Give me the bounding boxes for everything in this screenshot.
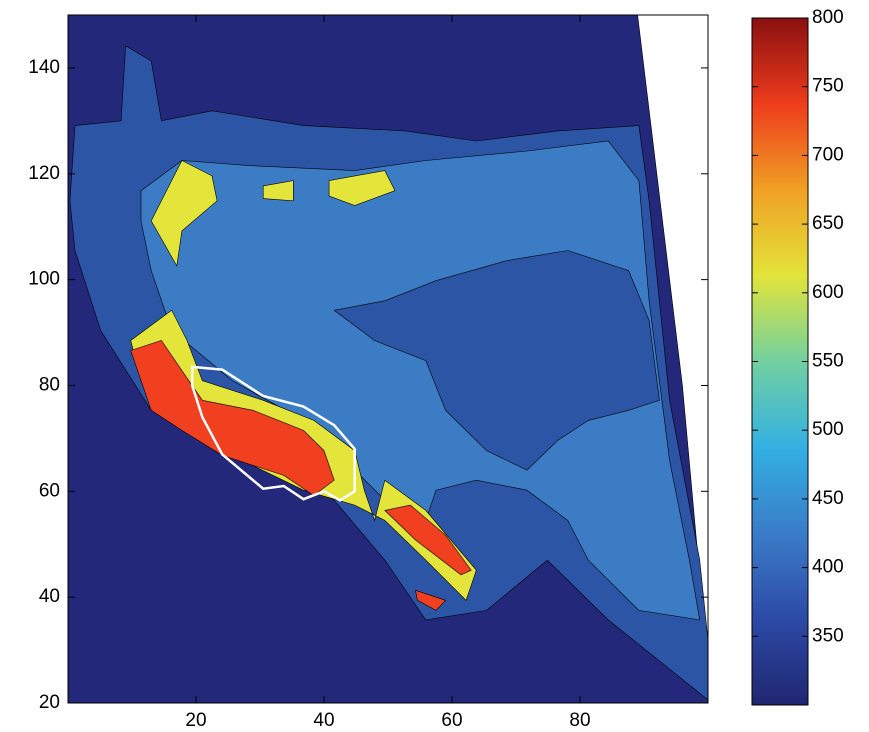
y-tick-label: 20: [39, 692, 60, 713]
y-tick-label: 100: [28, 269, 60, 290]
plot-area: [67, 14, 709, 704]
colorbar-tick-label: 800: [812, 7, 844, 28]
contour-region: [262, 180, 294, 202]
y-tick-label: 80: [39, 374, 60, 395]
x-tick-label: 40: [313, 710, 334, 731]
colorbar-tick-label: 500: [812, 419, 844, 440]
plot-frame: [67, 14, 709, 704]
contour-region: [333, 250, 660, 471]
contour-region: [130, 340, 335, 496]
y-tick-label: 140: [28, 57, 60, 78]
x-tick-label: 80: [569, 710, 590, 731]
contour-region: [415, 589, 447, 611]
contour-region: [384, 504, 472, 576]
colorbar-tick-label: 350: [812, 625, 844, 646]
outline: [190, 365, 356, 502]
colorbar-tick-label: 650: [812, 213, 844, 234]
x-tick-label: 60: [441, 710, 462, 731]
y-tick-label: 60: [39, 480, 60, 501]
contour-region: [328, 170, 396, 206]
y-tick-label: 120: [28, 163, 60, 184]
contour-region: [150, 160, 218, 267]
colorbar: [751, 17, 809, 706]
colorbar-tick-label: 550: [812, 351, 844, 372]
x-tick-label: 20: [185, 710, 206, 731]
colorbar-tick-label: 700: [812, 144, 844, 165]
colorbar-tick-label: 600: [812, 282, 844, 303]
y-tick-label: 40: [39, 586, 60, 607]
colorbar-tick-label: 400: [812, 557, 844, 578]
colorbar-tick-label: 750: [812, 76, 844, 97]
colorbar-tick-label: 450: [812, 488, 844, 509]
